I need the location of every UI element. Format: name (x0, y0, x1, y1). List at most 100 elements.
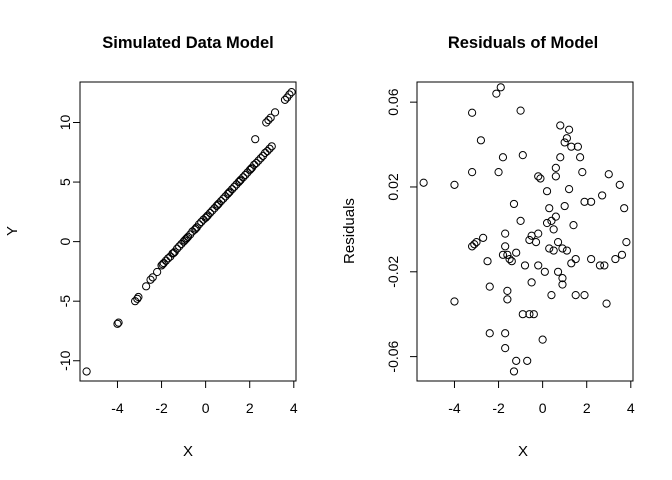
data-point (190, 225, 199, 234)
data-point (620, 204, 629, 213)
data-point (236, 175, 245, 184)
y-tick-label: -5 (57, 295, 73, 308)
data-point (159, 258, 168, 268)
data-point (134, 292, 143, 302)
plot-frame (416, 81, 634, 382)
data-point (534, 172, 543, 181)
data-point (496, 83, 505, 92)
data-point (157, 261, 166, 270)
data-point (203, 211, 212, 220)
data-point (587, 197, 596, 206)
y-axis: -0.06 -0.02 0.02 0.06 (385, 88, 417, 373)
x-tick-label: 2 (583, 400, 591, 416)
data-point (485, 282, 494, 291)
data-point (492, 89, 501, 98)
data-point (219, 194, 228, 203)
x-tick-label: 0 (539, 400, 547, 416)
x-tick-label: -4 (111, 400, 124, 416)
data-point (252, 158, 261, 168)
data-point (212, 201, 221, 210)
x-axis: -4 -2 0 2 4 (111, 381, 298, 416)
data-point (180, 236, 189, 245)
data-point (470, 240, 479, 249)
data-point (225, 187, 234, 196)
data-point (164, 254, 173, 263)
data-points (419, 83, 631, 376)
data-point (551, 163, 560, 172)
data-point (169, 248, 178, 258)
data-point (536, 174, 545, 183)
data-point (611, 254, 620, 264)
y-axis-label: Residuals (341, 198, 358, 264)
x-tick-label: 4 (627, 400, 635, 416)
data-point (518, 310, 527, 319)
data-point (562, 246, 571, 255)
data-point (181, 235, 190, 244)
data-point (507, 257, 516, 266)
data-point (556, 121, 565, 130)
data-point (545, 204, 554, 213)
data-point (553, 267, 563, 276)
x-axis-label: X (183, 443, 193, 460)
data-point (270, 108, 280, 117)
data-point (551, 172, 560, 181)
data-point (498, 153, 508, 162)
data-points (82, 88, 296, 376)
data-point (263, 146, 272, 156)
data-point (571, 291, 580, 300)
data-point (560, 138, 569, 147)
data-point (527, 278, 536, 287)
data-point (241, 170, 250, 180)
data-point (503, 295, 512, 304)
data-point (479, 233, 488, 242)
data-point (146, 275, 155, 284)
data-point (287, 88, 296, 97)
data-point (560, 201, 569, 211)
data-point (520, 261, 530, 270)
data-point (501, 242, 510, 251)
data-point (558, 280, 567, 289)
y-axis: -10 -5 0 5 10 (57, 115, 80, 371)
data-point (483, 257, 492, 266)
data-point (600, 261, 609, 270)
data-point (615, 180, 624, 189)
data-point (602, 299, 611, 308)
y-tick-label: -0.02 (385, 256, 401, 288)
plot-frame (79, 81, 297, 382)
data-point (485, 329, 494, 338)
data-point (191, 224, 200, 233)
data-point (534, 229, 543, 238)
data-point (419, 178, 428, 187)
data-point (538, 335, 547, 344)
x-tick-label: -4 (448, 400, 461, 416)
data-point (267, 142, 276, 151)
y-tick-label: -0.06 (385, 340, 401, 372)
data-point (234, 177, 243, 187)
data-point (509, 199, 519, 209)
data-point (562, 134, 571, 143)
data-point (549, 246, 558, 255)
data-point (622, 238, 631, 247)
y-tick-label: -10 (57, 350, 73, 370)
x-tick-label: -2 (492, 400, 505, 416)
data-point (516, 216, 525, 225)
data-point (564, 184, 574, 194)
x-axis: -4 -2 0 2 4 (448, 381, 635, 416)
data-point (571, 254, 580, 264)
x-tick-label: 0 (202, 400, 210, 416)
data-point (256, 154, 265, 163)
data-point (214, 199, 223, 208)
data-point (545, 244, 554, 253)
data-point (261, 148, 270, 157)
data-point (450, 297, 459, 306)
data-point (523, 356, 532, 365)
data-point (114, 318, 123, 327)
data-point (251, 135, 260, 144)
data-point (547, 216, 556, 225)
data-point (558, 274, 567, 283)
data-point (573, 142, 582, 151)
data-point (158, 260, 167, 269)
panel-residuals-of-model: Residuals of Model -4 -2 0 2 4 -0.06 -0.02 0.0… (341, 34, 635, 460)
data-point (501, 344, 510, 353)
